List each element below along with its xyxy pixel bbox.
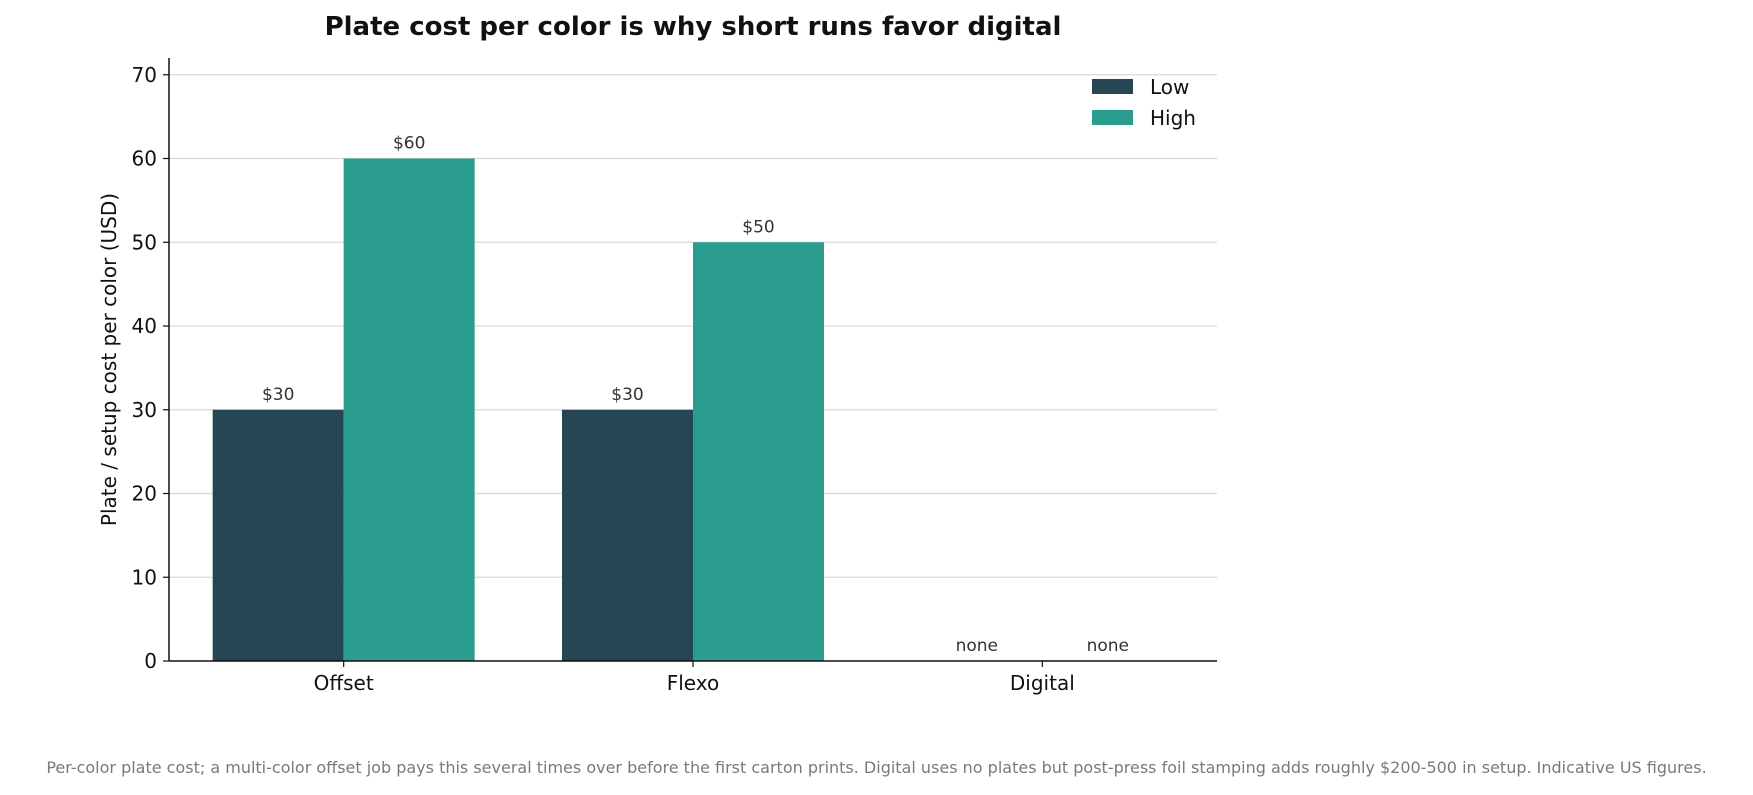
data-label: none bbox=[956, 636, 998, 656]
bar-high-flexo bbox=[693, 242, 824, 661]
data-label: $60 bbox=[393, 134, 425, 154]
data-label: $50 bbox=[742, 217, 774, 237]
bar-high-offset bbox=[343, 158, 475, 661]
x-tick-label: Flexo bbox=[667, 671, 719, 695]
legend-label-high: High bbox=[1150, 106, 1196, 130]
bar-low-offset bbox=[212, 409, 344, 661]
y-axis-label: Plate / setup cost per color (USD) bbox=[97, 193, 121, 526]
chart-title: Plate cost per color is why short runs f… bbox=[325, 12, 1062, 42]
data-label: $30 bbox=[262, 385, 294, 405]
legend-swatch-high bbox=[1092, 110, 1133, 125]
y-tick-label: 50 bbox=[132, 230, 157, 254]
y-tick-label: 0 bbox=[144, 649, 157, 673]
tick-labels: 0 10 20 30 40 50 60 70 Offset Flexo Digital bbox=[132, 63, 1075, 695]
bar-low-flexo bbox=[562, 409, 693, 661]
legend-swatch-low bbox=[1092, 79, 1133, 94]
x-tick-label: Digital bbox=[1010, 671, 1075, 695]
y-tick-label: 70 bbox=[132, 63, 157, 87]
footnote: Per-color plate cost; a multi-color offs… bbox=[46, 758, 1707, 777]
y-tick-label: 60 bbox=[132, 147, 157, 171]
legend-label-low: Low bbox=[1150, 75, 1189, 99]
axes bbox=[163, 58, 1217, 667]
y-tick-label: 30 bbox=[132, 398, 157, 422]
y-tick-label: 20 bbox=[132, 482, 157, 506]
x-tick-label: Offset bbox=[314, 671, 374, 695]
data-label: none bbox=[1087, 636, 1129, 656]
y-tick-label: 10 bbox=[132, 565, 157, 589]
y-tick-label: 40 bbox=[132, 314, 157, 338]
bars bbox=[212, 158, 824, 661]
legend: Low High bbox=[1092, 75, 1196, 130]
data-labels: $30 $60 $30 $50 none none bbox=[262, 134, 1129, 657]
bar-chart: Plate cost per color is why short runs f… bbox=[97, 12, 1217, 695]
data-label: $30 bbox=[611, 385, 643, 405]
